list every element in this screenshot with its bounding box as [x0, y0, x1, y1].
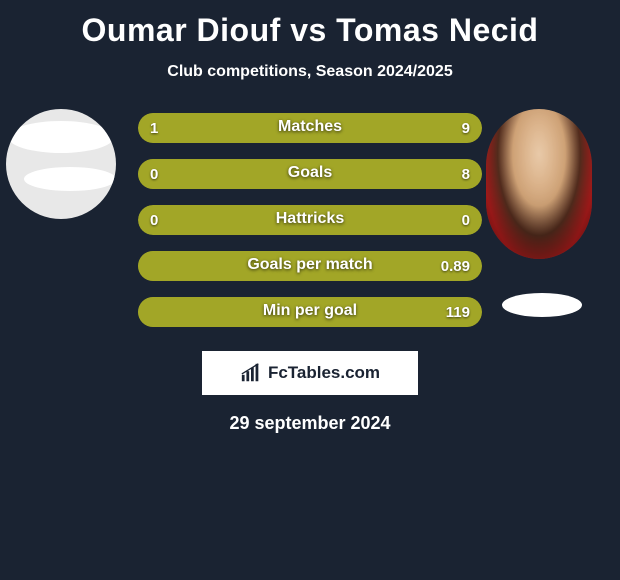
branding-badge: FcTables.com	[202, 351, 418, 395]
branding-text: FcTables.com	[268, 363, 380, 383]
stat-label: Goals	[138, 164, 482, 182]
player2-avatar	[486, 109, 592, 259]
stat-rows: 19Matches 08Goals 00Hattricks 0.89Goals per…	[138, 113, 482, 343]
stat-label: Hattricks	[138, 210, 482, 228]
player2-club-badge	[502, 293, 582, 317]
stat-label: Min per goal	[138, 302, 482, 320]
stat-row: 119Min per goal	[138, 297, 482, 327]
stat-row: 08Goals	[138, 159, 482, 189]
player1-avatar	[6, 109, 116, 219]
stat-label: Goals per match	[138, 256, 482, 274]
stat-row: 0.89Goals per match	[138, 251, 482, 281]
page-title: Oumar Diouf vs Tomas Necid	[0, 0, 620, 49]
snapshot-date: 29 september 2024	[0, 413, 620, 434]
stat-label: Matches	[138, 118, 482, 136]
stat-row: 19Matches	[138, 113, 482, 143]
chart-icon	[240, 362, 262, 384]
page-subtitle: Club competitions, Season 2024/2025	[0, 63, 620, 81]
stats-comparison: 19Matches 08Goals 00Hattricks 0.89Goals per…	[0, 113, 620, 343]
stat-row: 00Hattricks	[138, 205, 482, 235]
